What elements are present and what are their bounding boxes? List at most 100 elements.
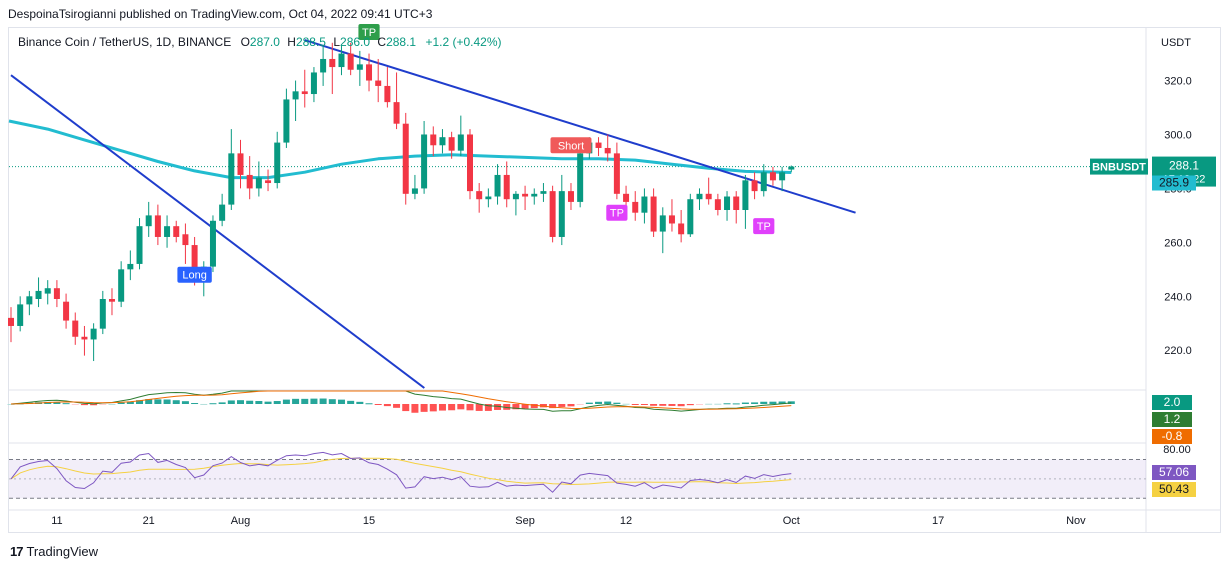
candle-body [439,137,446,146]
rsi-tag-bg [1152,482,1196,497]
macd-histogram-bar [484,404,492,411]
candle [659,207,666,254]
candle-body [53,288,60,299]
signals[interactable]: Long TP Short TP TP [177,24,775,283]
macd-pane[interactable]: 2.0 1.2 -0.8 [7,390,1193,444]
candle-body [72,320,79,337]
candle-body [668,215,675,224]
time-tick-label: 12 [620,515,632,527]
price-tick-label: 300.0 [1164,129,1192,141]
candle-body [613,153,620,194]
candle-body [310,72,317,95]
candle [320,45,327,86]
candle-body [17,304,24,326]
candle-body [714,199,721,210]
signal-badge [358,24,380,40]
candle [724,191,731,221]
macd-histogram-bar [292,398,300,404]
moving-average-path [8,119,792,180]
candle [687,193,694,237]
candle [53,280,60,308]
footer-brand[interactable]: 17 TradingView [10,544,98,559]
candle-body [577,153,584,202]
candle [81,325,88,356]
signal-text: Long [182,270,206,282]
macd-histogram-bar [714,403,722,405]
candle-body [99,299,106,329]
macd-histogram-bar [117,402,125,404]
candle-body [320,58,327,73]
candle-body [604,147,611,154]
rsi-pane[interactable]: 80.00 57.06 50.43 [9,444,1196,499]
tradingview-logo-icon: 17 [10,544,24,559]
ma-tag-bg [1152,175,1196,191]
signal-badge [550,137,592,154]
signal-label: TP [606,204,628,221]
candle-body [81,336,88,340]
publisher-line: DespoinaTsirogianni published on Trading… [8,7,433,21]
macd-histogram-bar [328,399,336,404]
signal-badge [177,266,212,283]
candle [356,50,363,86]
candle [430,126,437,157]
macd-histogram-bar [301,398,309,404]
candle [108,288,115,316]
candle [375,58,382,103]
candle [154,204,161,246]
candle [292,80,299,121]
candle [696,188,703,210]
candle [26,290,33,316]
candle [668,199,675,232]
macd-histogram-bar [429,404,437,412]
candle-body [118,269,125,302]
candle-body [127,263,134,270]
macd-histogram-bar [787,401,795,404]
candle-body [558,191,565,237]
candle-body [329,58,336,68]
candle [522,185,529,210]
macd-histogram-bar [686,404,694,406]
candle-body [8,317,14,326]
candles[interactable] [8,42,795,362]
candle [779,166,786,192]
candle [164,215,171,248]
candle [118,261,125,308]
macd-histogram-bar [567,404,575,407]
candle-body [779,172,786,181]
macd-histogram-bar [705,403,713,405]
symbol-title: Binance Coin / TetherUS, 1D, BINANCE [18,35,232,49]
candle [228,129,235,210]
candle-body [375,80,382,86]
macd-histogram-bar [466,404,474,411]
candle [301,69,308,108]
macd-histogram-bar [209,403,217,405]
candle-body [476,191,483,200]
macd-histogram-bar [751,402,759,404]
candle-body [567,191,574,202]
candle [145,201,152,237]
macd-histogram-bar [108,403,116,405]
candle-body [26,296,33,305]
trendlines[interactable] [10,39,856,389]
candle-body [402,123,409,194]
time-axis[interactable]: 11 21 Aug 15 Sep 12 Oct 17 Nov [51,515,1086,527]
symbol-tag-text: BNBUSDT [1092,162,1146,174]
candle-body [733,196,740,210]
candle [35,277,42,308]
macd-tag-value: -0.8 [1162,429,1183,443]
macd-histogram-bar [163,399,171,404]
macd-signal-line [10,390,792,410]
candle-body [522,193,529,197]
rsi-ma-line [10,457,792,486]
signal-label: Long [177,266,212,283]
candle [788,165,795,173]
candle [604,134,611,162]
price-axis[interactable]: USDT320.0300.0280.0260.0240.0220.0BNBUSD… [1090,37,1216,357]
rsi-tag-value: 57.06 [1159,465,1189,479]
candle-body [283,99,290,143]
signal-text: TP [362,27,376,39]
candle [742,174,749,229]
candle-body [108,299,115,302]
macd-histogram-bar [659,404,667,406]
